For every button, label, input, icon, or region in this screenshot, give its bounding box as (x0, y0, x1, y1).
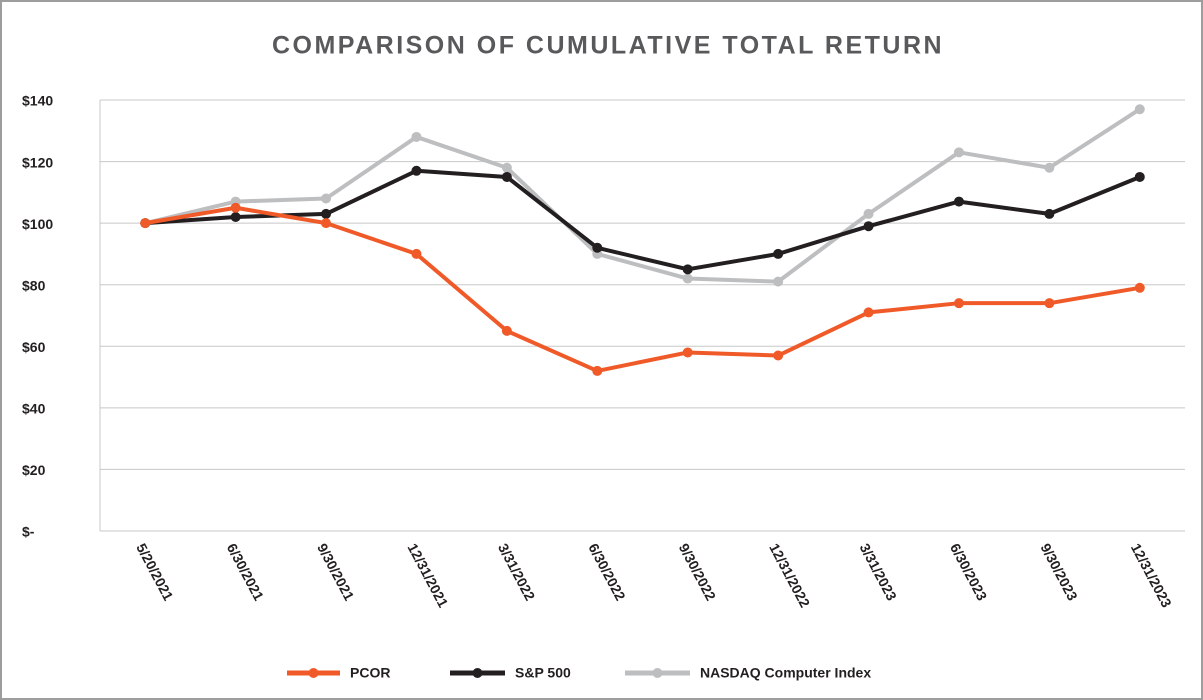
point (863, 307, 874, 318)
y-tick-label: $80 (22, 277, 46, 293)
y-tick-label: $- (22, 524, 35, 540)
point (411, 131, 422, 142)
point (501, 325, 512, 336)
chart-title: COMPARISON OF CUMULATIVE TOTAL RETURN (272, 32, 944, 60)
point (140, 218, 151, 229)
point (1134, 171, 1145, 182)
y-tick-label: $120 (22, 154, 53, 170)
y-tick-label: $40 (22, 401, 46, 417)
legend-label: S&P 500 (515, 665, 571, 681)
point (321, 193, 332, 204)
point (1134, 104, 1145, 115)
point (411, 165, 422, 176)
point (773, 248, 784, 259)
point (682, 273, 693, 284)
legend-label: NASDAQ Computer Index (700, 665, 871, 681)
point (501, 171, 512, 182)
point (953, 196, 964, 207)
series-line (144, 107, 1141, 284)
point (1044, 162, 1055, 173)
point (863, 208, 874, 219)
point (953, 298, 964, 309)
point (230, 211, 241, 222)
legend-marker (652, 668, 663, 678)
point (321, 218, 332, 229)
point (1044, 208, 1055, 219)
point (592, 242, 603, 253)
point (1134, 282, 1145, 293)
legend-marker (472, 668, 483, 678)
point (230, 202, 241, 213)
point (773, 276, 784, 287)
point (501, 162, 512, 173)
point (953, 147, 964, 158)
point (682, 347, 693, 358)
y-tick-label: $140 (22, 93, 53, 109)
series-line (145, 168, 1141, 272)
point (863, 221, 874, 232)
y-tick-label: $20 (22, 462, 46, 478)
point (773, 350, 784, 361)
legend-marker (308, 668, 319, 678)
point (321, 208, 332, 219)
point (1044, 298, 1055, 309)
point (682, 264, 693, 275)
point (592, 365, 603, 376)
y-tick-label: $100 (22, 216, 53, 232)
y-tick-label: $60 (22, 339, 46, 355)
legend-label: PCOR (350, 665, 390, 681)
series-line (144, 205, 1141, 373)
point (411, 248, 422, 259)
